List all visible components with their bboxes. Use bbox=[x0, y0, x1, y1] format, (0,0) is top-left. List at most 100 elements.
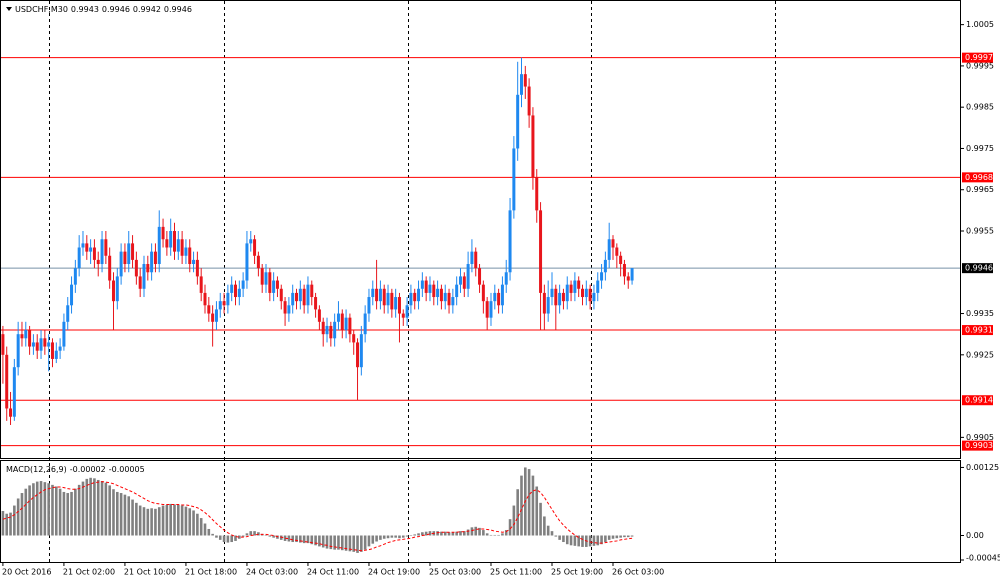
candle-body bbox=[89, 247, 93, 252]
macd-bar bbox=[93, 478, 96, 536]
candle-body bbox=[443, 292, 447, 302]
candle-body bbox=[70, 284, 74, 306]
candle-body bbox=[321, 321, 325, 335]
candle-body bbox=[478, 268, 482, 285]
candle-body bbox=[451, 297, 455, 306]
candle-body bbox=[577, 280, 581, 289]
candle-body bbox=[310, 284, 314, 298]
macd-bar bbox=[325, 535, 329, 549]
macd-bar bbox=[66, 493, 70, 536]
macd-bar bbox=[58, 488, 62, 536]
macd-bar bbox=[264, 534, 268, 536]
candle-body bbox=[108, 255, 112, 281]
macd-bar bbox=[386, 535, 390, 539]
level-label: 0.9903 bbox=[965, 441, 993, 450]
macd-bar bbox=[199, 518, 203, 536]
macd-bar bbox=[516, 489, 519, 536]
macd-bar bbox=[39, 481, 43, 536]
macd-bar bbox=[165, 505, 169, 536]
macd-bar bbox=[207, 528, 211, 536]
candle-body bbox=[115, 276, 119, 302]
level-label: 0.9997 bbox=[965, 53, 993, 62]
macd-bar bbox=[283, 535, 287, 541]
candle-body bbox=[100, 239, 104, 265]
candle-body bbox=[554, 288, 558, 306]
candle-body bbox=[481, 284, 485, 302]
candle-body bbox=[344, 317, 348, 331]
macd-bar bbox=[462, 531, 466, 536]
candle-body bbox=[394, 297, 398, 310]
candle-body bbox=[287, 305, 291, 314]
macd-bar bbox=[615, 535, 619, 539]
macd-value: -0.00002 bbox=[70, 465, 106, 474]
macd-bar bbox=[249, 531, 253, 536]
candle-body bbox=[630, 268, 634, 281]
candle-body bbox=[249, 239, 253, 244]
macd-bar bbox=[222, 535, 226, 543]
candle-body bbox=[336, 313, 340, 322]
y-tick-label: 0.9925 bbox=[966, 350, 994, 359]
candle-body bbox=[615, 247, 619, 256]
candle-body bbox=[413, 292, 417, 302]
y-tick-label: 0.9985 bbox=[966, 103, 994, 112]
candle-body bbox=[382, 288, 386, 306]
macd-bar bbox=[24, 488, 28, 536]
macd-bar bbox=[215, 535, 218, 538]
candle-body bbox=[24, 330, 28, 339]
candle-body bbox=[485, 301, 489, 318]
macd-bar bbox=[192, 510, 195, 536]
candle-body bbox=[500, 284, 504, 306]
candle-body bbox=[436, 288, 440, 298]
candle-body bbox=[39, 338, 43, 351]
x-tick-label: 20 Oct 2016 bbox=[2, 568, 51, 577]
candles bbox=[1, 57, 634, 425]
macd-bar bbox=[413, 534, 417, 536]
candle-body bbox=[66, 305, 70, 322]
macd-bar bbox=[497, 534, 500, 536]
x-tick-label: 26 Oct 03:00 bbox=[612, 568, 664, 577]
x-tick-label: 25 Oct 11:00 bbox=[490, 568, 542, 577]
macd-bar bbox=[28, 485, 31, 536]
macd-bar bbox=[623, 535, 626, 538]
macd-bar bbox=[135, 502, 138, 536]
candle-body bbox=[31, 342, 35, 347]
candle-body bbox=[546, 297, 550, 314]
macd-bar bbox=[89, 477, 92, 536]
macd-bar bbox=[188, 508, 192, 536]
macd-bar bbox=[157, 507, 161, 536]
macd-bar bbox=[455, 531, 458, 536]
macd-bar bbox=[375, 535, 378, 542]
macd-bar bbox=[9, 512, 12, 536]
macd-bar bbox=[421, 532, 424, 536]
macd-bar bbox=[257, 532, 260, 536]
candle-body bbox=[607, 239, 611, 260]
candle-body bbox=[207, 305, 211, 314]
candle-body bbox=[161, 226, 165, 240]
macd-bar bbox=[70, 491, 73, 536]
macd-bar bbox=[478, 527, 481, 536]
signal-line bbox=[2, 481, 633, 552]
macd-bar bbox=[291, 535, 295, 543]
candle-body bbox=[295, 292, 299, 302]
macd-bar bbox=[451, 532, 455, 536]
macd-bar bbox=[344, 535, 348, 551]
macd-bar bbox=[268, 535, 272, 537]
candle-body bbox=[550, 288, 554, 298]
candle-body bbox=[241, 280, 245, 289]
close: 0.9946 bbox=[164, 5, 192, 14]
macd-bar bbox=[1, 511, 5, 536]
menu-arrow bbox=[6, 7, 12, 11]
y-tick-label: 0.9955 bbox=[966, 227, 994, 236]
candle-body bbox=[439, 288, 443, 302]
macd-bar bbox=[558, 535, 561, 540]
candle-body bbox=[62, 321, 66, 347]
open: 0.9943 bbox=[71, 5, 99, 14]
candle-body bbox=[54, 350, 58, 359]
candle-body bbox=[565, 284, 569, 302]
macd-bar bbox=[382, 535, 386, 539]
candle-body bbox=[489, 301, 493, 318]
candle-body bbox=[222, 301, 226, 306]
macd-bar bbox=[626, 535, 630, 538]
candle-body bbox=[211, 313, 215, 322]
macd-bar bbox=[35, 481, 39, 536]
